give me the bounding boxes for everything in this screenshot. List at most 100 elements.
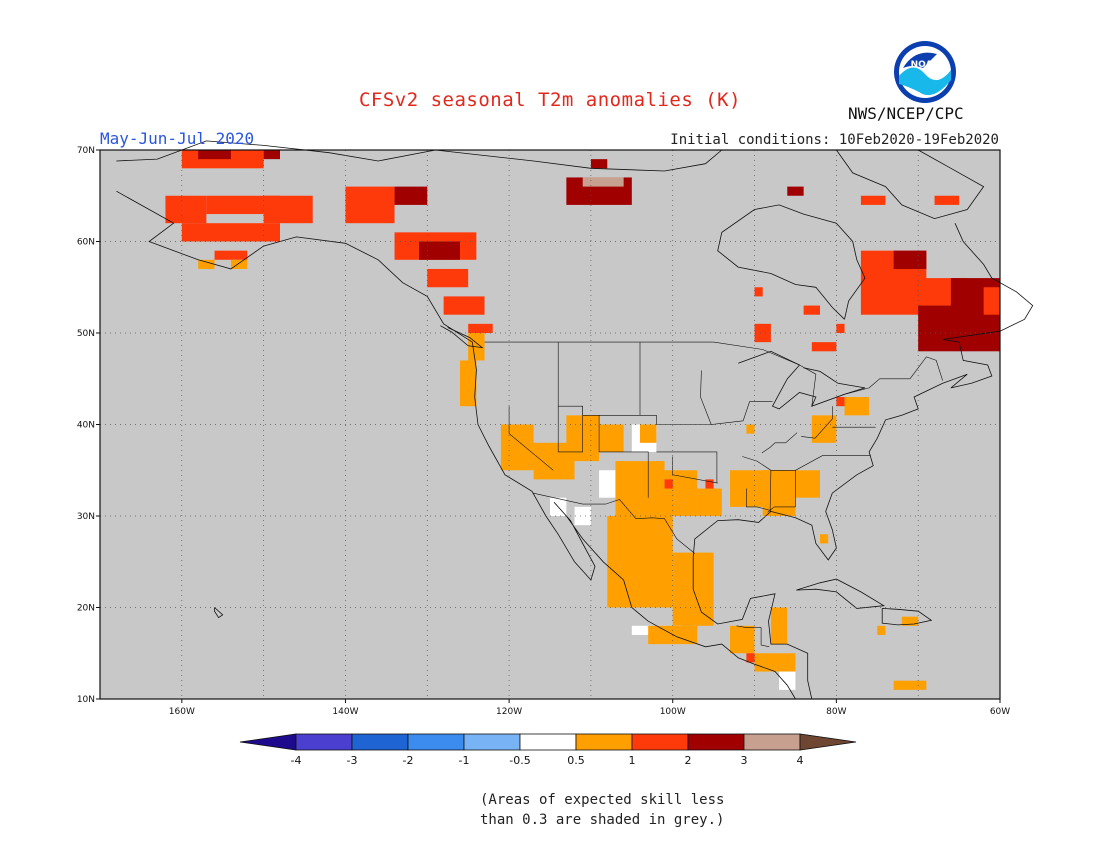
lon-label: 140W <box>332 707 358 717</box>
anomaly-cell <box>394 186 428 205</box>
coastline <box>738 350 866 410</box>
anomaly-cell <box>746 424 755 434</box>
anomaly-cell <box>901 616 919 626</box>
anomaly-cell <box>779 671 796 690</box>
lon-label: 80W <box>826 707 846 717</box>
lon-label: 100W <box>660 707 686 717</box>
border-line <box>640 415 712 425</box>
border-line <box>769 470 772 513</box>
lat-label: 60N <box>77 238 95 248</box>
anomaly-cell <box>640 424 657 443</box>
colorbar-label: 1 <box>629 754 636 767</box>
border-line <box>767 506 796 513</box>
colorbar-label: -1 <box>459 754 470 767</box>
anomaly-cell <box>983 287 1000 315</box>
skill-note-line-2: than 0.3 are shaded in grey.) <box>480 812 725 828</box>
colorbar-segment <box>519 733 577 751</box>
colorbar-segment <box>631 733 689 751</box>
anomaly-cell <box>427 268 469 288</box>
coastline <box>116 190 796 700</box>
coastline <box>692 223 1034 700</box>
colorbar-label: 0.5 <box>567 754 585 767</box>
anomaly-cell <box>599 424 624 452</box>
anomaly-cell <box>590 159 608 169</box>
coastline <box>796 578 886 609</box>
lon-label: 60W <box>990 707 1010 717</box>
noaa-logo-icon: NOAA <box>894 41 956 103</box>
lat-label: 70N <box>77 146 95 156</box>
border-line <box>656 451 718 484</box>
anomaly-cell <box>836 323 845 333</box>
lon-label: 120W <box>496 707 522 717</box>
colorbar-label: -0.5 <box>509 754 530 767</box>
anomaly-cell <box>762 470 796 516</box>
colorbar-segment <box>351 733 409 751</box>
border-line <box>761 432 798 454</box>
anomaly-cell <box>811 342 837 352</box>
anomaly-cell <box>345 186 395 224</box>
coastline <box>717 204 866 320</box>
anomaly-cell <box>574 506 591 526</box>
lat-label: 40N <box>77 421 95 431</box>
coastline <box>214 607 224 619</box>
anomaly-cell <box>206 195 280 215</box>
anomaly-cell <box>468 323 493 333</box>
anomaly-cell <box>746 653 755 663</box>
lat-label: 50N <box>77 329 95 339</box>
longitude-labels: 160W 140W 120W 100W 80W 60W <box>169 699 1010 717</box>
border-line <box>672 456 718 484</box>
coastline <box>836 149 985 220</box>
anomaly-cell <box>607 516 673 608</box>
colorbar-label: -4 <box>291 754 302 767</box>
lat-label: 30N <box>77 512 95 522</box>
anomaly-cell <box>500 424 534 471</box>
agency-label: NWS/NCEP/CPC <box>848 104 964 123</box>
colorbar-left-arrow <box>239 733 297 751</box>
colorbar-label: 3 <box>741 754 748 767</box>
border-line <box>598 415 649 498</box>
anomaly-cell <box>656 470 698 516</box>
chart-title: CFSv2 seasonal T2m anomalies (K) <box>358 89 742 111</box>
colorbar-segment <box>463 733 521 751</box>
anomaly-cell <box>443 296 485 315</box>
anomaly-cell <box>181 223 280 242</box>
anomaly-cell <box>811 415 837 443</box>
anomaly-cell <box>705 479 714 489</box>
colorbar-segment <box>295 733 353 751</box>
anomaly-cell <box>770 607 788 645</box>
anomaly-cell <box>795 470 820 498</box>
anomaly-cell <box>787 186 804 196</box>
anomaly-cell <box>754 287 763 297</box>
anomaly-cell <box>582 177 624 187</box>
anomaly-cell <box>836 397 845 407</box>
colorbar: -4 -3 -2 -1 -0.5 0.5 1 2 3 4 <box>239 733 857 767</box>
colorbar-label: -3 <box>347 754 358 767</box>
anomaly-cell <box>860 195 886 205</box>
border-line <box>746 488 771 511</box>
anomaly-cell <box>754 323 771 343</box>
anomaly-cell <box>893 680 927 690</box>
initial-conditions-label: Initial conditions: 10Feb2020-19Feb2020 <box>670 132 999 148</box>
anomaly-cell <box>664 479 673 489</box>
anomaly-cell <box>263 195 313 224</box>
anomaly-cell <box>754 653 796 672</box>
anomaly-cell <box>263 150 280 160</box>
anomaly-cell <box>844 397 870 416</box>
skill-note-line-1: (Areas of expected skill less <box>480 792 725 808</box>
lon-label: 160W <box>169 707 195 717</box>
lat-lon-grid <box>100 150 1000 699</box>
anomaly-cells <box>165 150 1000 690</box>
border-line <box>532 492 695 554</box>
colorbar-segment <box>407 733 465 751</box>
anomaly-cell <box>730 625 755 654</box>
logo-text: NOAA <box>911 60 940 70</box>
border-line <box>700 370 773 425</box>
anomaly-cell <box>934 195 960 205</box>
colorbar-label: -2 <box>403 754 414 767</box>
anomaly-cell <box>893 250 927 269</box>
anomaly-cell <box>599 470 616 498</box>
anomaly-cell <box>697 488 722 516</box>
colorbar-right-arrow <box>799 733 857 751</box>
colorbar-label: 2 <box>685 754 692 767</box>
